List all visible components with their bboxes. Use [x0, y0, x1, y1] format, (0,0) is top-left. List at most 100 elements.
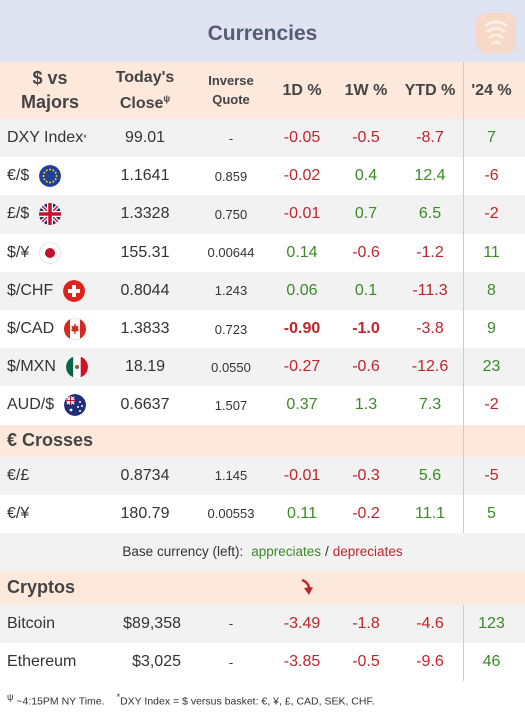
close-value: 1.1641: [105, 157, 185, 195]
close-value: 1.3328: [105, 195, 185, 233]
cryptos-title: Cryptos: [7, 577, 75, 598]
change-2024: -5: [463, 457, 520, 495]
close-value: 99.01: [105, 119, 185, 157]
change-ytd: -8.7: [398, 119, 462, 157]
pair-label: Ethereum: [7, 653, 76, 671]
pair-name: DXY Index *: [7, 119, 105, 157]
color-legend: Base currency (left): appreciates / depr…: [0, 533, 525, 571]
change-1w: -1.8: [335, 605, 397, 643]
change-1w: -0.5: [335, 119, 397, 157]
change-1d: 0.06: [272, 272, 332, 310]
change-1d: -3.49: [272, 605, 332, 643]
column-divider: [463, 425, 464, 457]
footnote-symbol-1: ψ: [7, 692, 13, 702]
pair-label: €/¥: [7, 505, 29, 523]
uk-flag-icon: [39, 203, 61, 225]
crosses-section: €/£ 0.8734 1.145 -0.01 -0.3 5.6 -5 €/¥ 180.79 0.0…: [0, 457, 525, 533]
close-value: 0.8734: [105, 457, 185, 495]
footnote-text-1: ~4:15PM NY Time.: [16, 695, 104, 707]
change-1w: -0.2: [335, 495, 397, 533]
close-value: 0.6637: [105, 386, 185, 424]
column-divider: [463, 605, 464, 643]
change-1w: 0.4: [335, 157, 397, 195]
change-1d: -0.02: [272, 157, 332, 195]
pair-label: €/£: [7, 467, 29, 485]
column-divider: [463, 234, 464, 272]
legend-depreciates: depreciates: [333, 544, 403, 559]
pair-name: AUD/$: [7, 386, 105, 424]
column-divider: [463, 643, 464, 681]
page-title: Currencies: [208, 16, 318, 46]
crosses-section-header: € Crosses: [0, 425, 525, 457]
pair-name: $/CAD: [7, 310, 105, 348]
legend-slash: /: [325, 544, 329, 559]
change-ytd: -9.6: [398, 643, 462, 681]
change-2024: 46: [463, 643, 520, 681]
legend-appreciates: appreciates: [251, 544, 321, 559]
pair-name: Ethereum: [7, 643, 105, 681]
close-value: 180.79: [105, 495, 185, 533]
change-1d: -3.85: [272, 643, 332, 681]
inverse-quote: 0.859: [195, 157, 267, 195]
pair-name: $/¥: [7, 234, 105, 272]
change-ytd: -11.3: [398, 272, 462, 310]
change-2024: -2: [463, 386, 520, 424]
column-divider: [463, 62, 464, 119]
legend-prefix: Base currency (left):: [122, 544, 243, 559]
change-2024: 5: [463, 495, 520, 533]
change-1w: -0.6: [335, 234, 397, 272]
inverse-quote: -: [195, 643, 267, 681]
crosses-title: € Crosses: [7, 430, 93, 451]
change-1w: -0.5: [335, 643, 397, 681]
column-divider: [463, 348, 464, 386]
table-row: €/£ 0.8734 1.145 -0.01 -0.3 5.6 -5: [0, 457, 525, 495]
change-1w: 0.1: [335, 272, 397, 310]
header-close-line2: Closeψ: [120, 91, 170, 117]
change-ytd: -4.6: [398, 605, 462, 643]
change-1w: -0.3: [335, 457, 397, 495]
pair-label: $/CHF: [7, 282, 53, 300]
table-row: AUD/$ 0.6637 1.507 0.37 1.3 7.3 -2: [0, 386, 525, 424]
change-ytd: 5.6: [398, 457, 462, 495]
header-1d: 1D %: [272, 62, 332, 119]
inverse-quote: 1.145: [195, 457, 267, 495]
inverse-quote: -: [195, 119, 267, 157]
header-inverse-line1: Inverse: [208, 72, 254, 91]
change-ytd: 6.5: [398, 195, 462, 233]
column-divider: [463, 272, 464, 310]
pair-label: €/$: [7, 167, 29, 185]
pair-name: €/$: [7, 157, 105, 195]
header-close-line1: Today's: [116, 65, 175, 91]
change-2024: -2: [463, 195, 520, 233]
pair-label: $/CAD: [7, 320, 54, 338]
change-2024: 8: [463, 272, 520, 310]
majors-section: DXY Index * 99.01 - -0.05 -0.5 -8.7 7 €/$ 1.1641 0…: [0, 119, 525, 425]
footnote-text-2: DXY Index = $ versus basket: €, ¥, £, CA…: [120, 695, 375, 707]
header-pair-line2: Majors: [21, 91, 79, 114]
title-bar: Currencies: [0, 0, 525, 62]
header-1w: 1W %: [335, 62, 397, 119]
australia-flag-icon: [64, 394, 86, 416]
footnote-dxy: *DXY Index = $ versus basket: €, ¥, £, C…: [117, 692, 375, 708]
pair-name: $/CHF: [7, 272, 105, 310]
cryptos-section-header: Cryptos: [0, 571, 525, 605]
table-row: DXY Index * 99.01 - -0.05 -0.5 -8.7 7: [0, 119, 525, 157]
change-2024: 23: [463, 348, 520, 386]
table-row: Ethereum $3,025 - -3.85 -0.5 -9.6 46: [0, 643, 525, 681]
pair-label: $/MXN: [7, 358, 56, 376]
header-24: '24 %: [463, 62, 520, 119]
footnotes: ψ ~4:15PM NY Time. *DXY Index = $ versus…: [0, 681, 525, 717]
japan-flag-icon: [39, 242, 61, 264]
change-1w: 0.7: [335, 195, 397, 233]
inverse-quote: 1.507: [195, 386, 267, 424]
down-arrow-icon: [298, 577, 316, 597]
pair-label: DXY Index: [7, 129, 83, 147]
table-row: Bitcoin $89,358 - -3.49 -1.8 -4.6 123: [0, 605, 525, 643]
cryptos-section: Bitcoin $89,358 - -3.49 -1.8 -4.6 123 Ethereum $…: [0, 605, 525, 681]
header-inverse-line2: Quote: [212, 91, 250, 110]
change-ytd: 7.3: [398, 386, 462, 424]
pair-name: €/£: [7, 457, 105, 495]
table-row: €/$ 1.1641 0.859 -0.02 0.4 12.4 -6: [0, 157, 525, 195]
pair-name: £/$: [7, 195, 105, 233]
